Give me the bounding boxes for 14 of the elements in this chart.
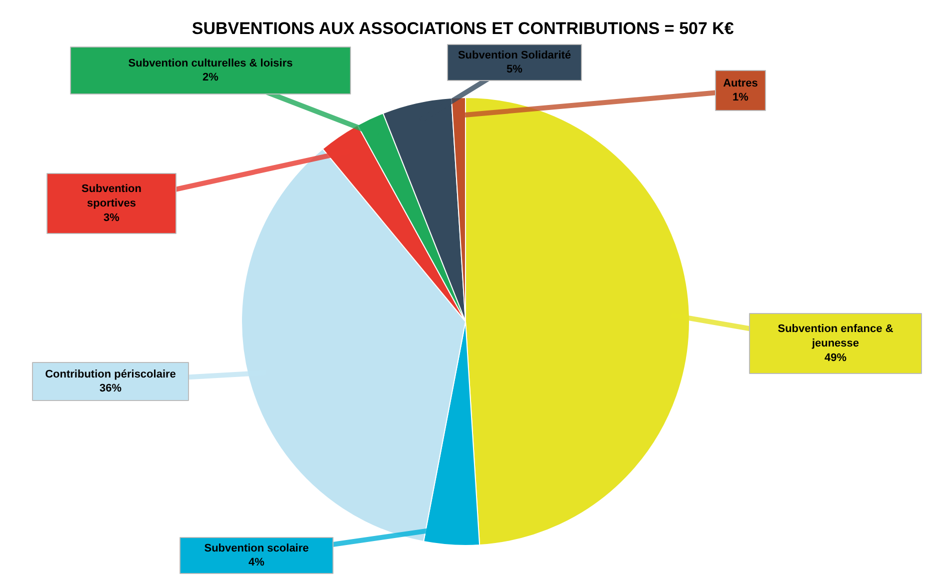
slice-label: Contribution périscolaire — [45, 368, 176, 380]
data-label: 4% — [248, 556, 265, 569]
data-label: 5% — [506, 64, 523, 76]
data-label: 1% — [732, 92, 749, 104]
slice-label: Autres — [723, 77, 758, 90]
slice-label: Subvention culturelles & loisirs — [128, 57, 293, 70]
data-label: 36% — [99, 382, 122, 395]
slice-label: Subvention scolaire — [204, 542, 309, 554]
data-label: 3% — [104, 212, 120, 224]
slice-label: Subvention Solidarité — [458, 49, 572, 62]
slice-label: Subvention sportives — [82, 183, 142, 210]
data-label: 2% — [202, 72, 219, 84]
chart-title: SUBVENTIONS AUX ASSOCIATIONS ET CONTRIBUTIONS = 507 K€ — [192, 19, 734, 38]
data-label: 49% — [824, 352, 847, 364]
